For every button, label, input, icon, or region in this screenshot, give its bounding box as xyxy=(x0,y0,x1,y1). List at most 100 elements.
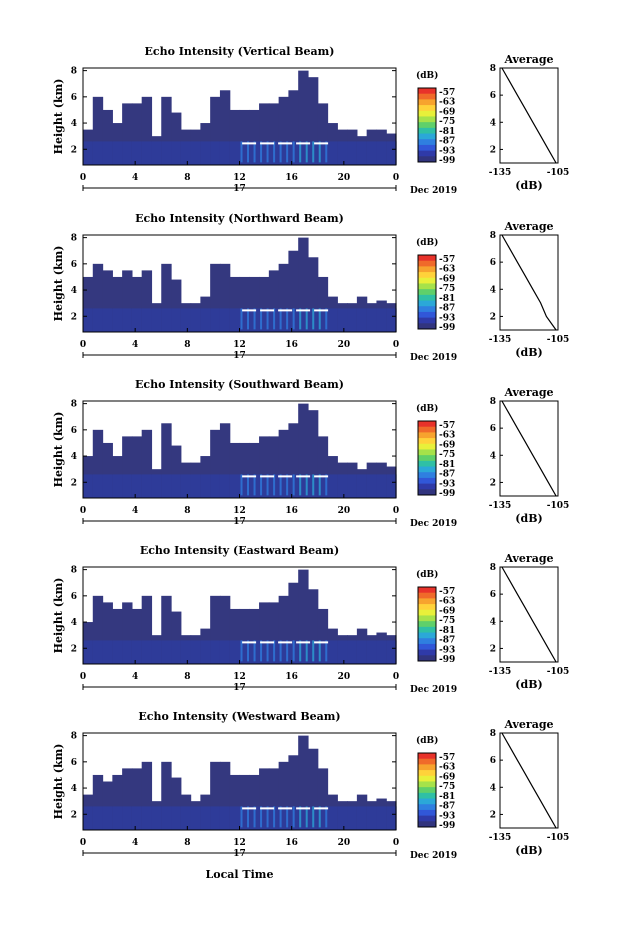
echo-band xyxy=(200,308,211,332)
average-y-tick-label: 8 xyxy=(490,64,496,74)
echo-column xyxy=(102,109,113,165)
echo-band xyxy=(356,806,368,830)
echo-band xyxy=(278,308,290,332)
colorbar-tick-label: -93 xyxy=(439,146,455,156)
x-tick-label: 4 xyxy=(132,173,138,183)
x-tick-label: 0 xyxy=(80,173,86,183)
echo-band xyxy=(180,141,192,165)
echo-band xyxy=(239,640,250,664)
echo-band xyxy=(386,141,397,165)
colorbar-cell xyxy=(418,88,436,95)
colorbar-cell xyxy=(418,477,436,485)
x-tick-label: 4 xyxy=(132,672,138,682)
echo-streak xyxy=(325,640,328,662)
x-tick-label: 0 xyxy=(80,340,86,350)
colorbar-cell xyxy=(418,133,436,140)
colorbar-cell xyxy=(418,443,436,450)
colorbar-tick-label: -57 xyxy=(439,88,455,98)
echo-band xyxy=(92,806,104,830)
echo-band xyxy=(327,806,338,830)
echo-band xyxy=(141,141,153,165)
echo-band xyxy=(298,474,309,498)
echo-streak xyxy=(305,141,308,163)
x-tick-label: 16 xyxy=(285,340,298,350)
average-frame xyxy=(499,566,559,663)
colorbar-cell xyxy=(418,455,436,462)
echo-column xyxy=(112,774,123,830)
colorbar-tick-label: -99 xyxy=(439,821,455,831)
colorbar-cell xyxy=(418,815,436,822)
average-y-tick-label: 6 xyxy=(490,756,496,766)
echo-band xyxy=(298,806,309,830)
echo-band xyxy=(102,308,113,332)
average-x-tick-label: -105 xyxy=(547,335,570,345)
echo-band xyxy=(356,308,368,332)
y-tick-label: 2 xyxy=(71,145,77,155)
colorbar-tick-label: -57 xyxy=(439,421,455,431)
echo-band xyxy=(112,640,123,664)
echo-band xyxy=(131,141,143,165)
colorbar-tick-label: -63 xyxy=(439,265,455,275)
echo-band xyxy=(83,308,94,332)
day-label: 17 xyxy=(233,351,246,361)
echo-streak xyxy=(266,640,269,662)
colorbar-tick-label: -57 xyxy=(439,255,455,265)
echo-streak xyxy=(279,474,282,496)
colorbar-tick-label: -75 xyxy=(439,782,455,792)
x-tick-label: 8 xyxy=(184,173,190,183)
colorbar-tick-label: -87 xyxy=(439,636,455,646)
colorbar-tick-label: -75 xyxy=(439,284,455,294)
echo-band xyxy=(229,640,241,664)
average-y-tick-label: 4 xyxy=(490,783,496,793)
echo-band xyxy=(278,141,290,165)
average-y-tick-label: 8 xyxy=(490,729,496,739)
echo-band xyxy=(337,806,348,830)
echo-band xyxy=(298,308,309,332)
colorbar-tick-label: -87 xyxy=(439,470,455,480)
colorbar-cell xyxy=(418,621,436,628)
echo-column xyxy=(141,429,153,498)
average-title: Average xyxy=(503,718,553,731)
echo-column xyxy=(288,582,299,664)
colorbar-frame xyxy=(417,254,437,330)
echo-column xyxy=(122,602,133,664)
average-y-tick-label: 2 xyxy=(490,145,496,155)
colorbar-tick-label: -57 xyxy=(439,587,455,597)
echo-column xyxy=(171,777,182,830)
x-tick-label: 0 xyxy=(393,173,399,183)
average-frame xyxy=(499,67,559,164)
echo-band xyxy=(376,640,387,664)
echo-band xyxy=(200,474,211,498)
echo-band xyxy=(366,308,378,332)
colorbar-tick-label: -81 xyxy=(439,460,455,470)
colorbar-cell xyxy=(418,592,436,599)
x-tick-label: 8 xyxy=(184,340,190,350)
echo-column xyxy=(307,257,319,332)
echo-streak xyxy=(325,806,328,828)
echo-streak xyxy=(286,806,289,828)
heatmap xyxy=(83,70,397,165)
echo-streak xyxy=(253,806,256,828)
echo-column xyxy=(268,602,280,664)
colorbar-cell xyxy=(418,144,436,152)
echo-streak xyxy=(305,308,308,330)
echo-streak xyxy=(299,640,302,662)
echo-band xyxy=(190,141,201,165)
x-tick-label: 16 xyxy=(285,506,298,516)
echo-column xyxy=(317,276,329,332)
echo-band xyxy=(200,806,211,830)
echo-band xyxy=(210,640,221,664)
echo-column xyxy=(219,423,231,498)
y-tick-label: 4 xyxy=(71,119,77,129)
heatmap xyxy=(83,403,397,498)
x-tick-label: 4 xyxy=(132,506,138,516)
average-x-label: (dB) xyxy=(515,179,542,192)
echo-column xyxy=(131,103,143,165)
echo-band xyxy=(122,806,133,830)
echo-streak xyxy=(279,308,282,330)
average-frame xyxy=(499,400,559,497)
echo-column xyxy=(249,442,260,498)
echo-streak xyxy=(305,640,308,662)
average-x-label: (dB) xyxy=(515,346,542,359)
colorbar-tick-label: -57 xyxy=(439,753,455,763)
